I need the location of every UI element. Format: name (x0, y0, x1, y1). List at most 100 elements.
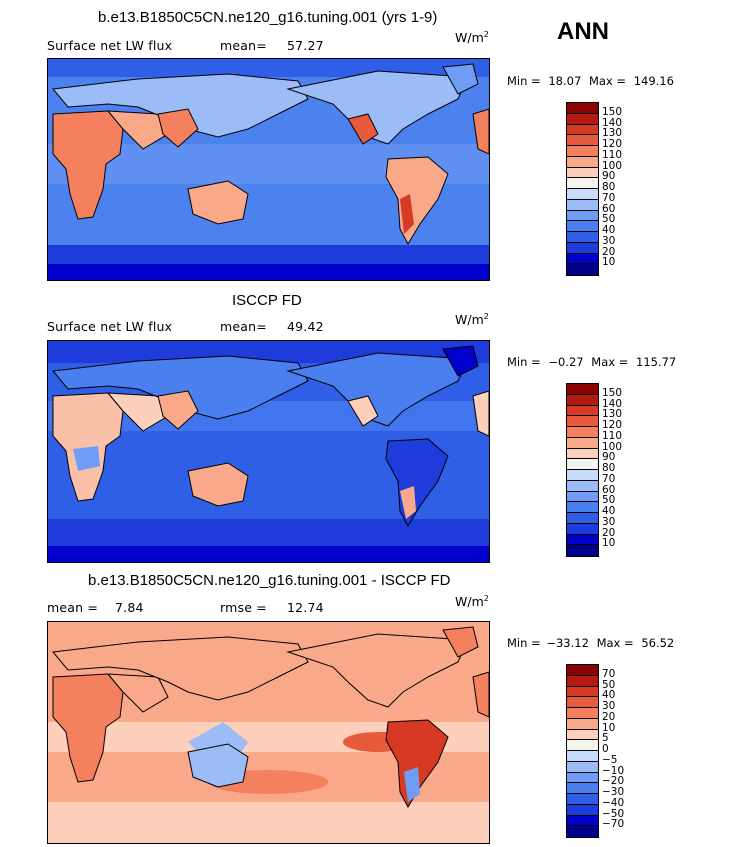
panel3-units: W/m2 (455, 594, 489, 610)
colorbar-box (567, 783, 598, 794)
colorbar-level-label: 20 (602, 710, 616, 723)
panel2-eurasia (52, 355, 309, 420)
panel1-tibet (157, 108, 199, 148)
colorbar-box (567, 437, 598, 449)
panel2-australia (187, 462, 249, 507)
colorbar-level-label: 140 (602, 116, 623, 129)
colorbar-box (567, 513, 598, 524)
colorbar-level-label: 20 (602, 245, 616, 258)
colorbar-level-label: −70 (602, 818, 625, 831)
panel3-patagonia (404, 767, 420, 802)
panel1-mean-label: mean= (220, 38, 267, 53)
colorbar-box (567, 729, 598, 741)
colorbar-box (567, 804, 598, 816)
colorbar-box (567, 772, 598, 784)
panel1-eurasia (52, 73, 309, 138)
colorbar-level-label: −50 (602, 807, 625, 820)
panel1-colorbar (566, 102, 599, 276)
colorbar-box (567, 199, 598, 211)
colorbar-box (567, 264, 598, 275)
panel3-australia (187, 743, 249, 788)
colorbar-level-label: 10 (602, 256, 616, 269)
colorbar-box (567, 545, 598, 556)
panel1-max-label: Max = (588, 74, 627, 88)
colorbar-level-label: 60 (602, 202, 616, 215)
colorbar-box (567, 794, 598, 805)
colorbar-level-label: 30 (602, 234, 616, 247)
panel3-minmax: Min = −33.12 Max = 56.52 (507, 636, 674, 650)
panel3-mean-value: 7.84 (115, 600, 144, 615)
colorbar-level-label: 150 (602, 105, 623, 118)
colorbar-box (567, 384, 598, 395)
colorbar-box (567, 523, 598, 535)
colorbar-level-label: 40 (602, 505, 616, 517)
colorbar-level-label: 80 (602, 462, 616, 474)
colorbar-level-label: 5 (602, 732, 609, 745)
colorbar-box (567, 718, 598, 730)
colorbar-level-label: 70 (602, 191, 616, 204)
panel1-antarctica (48, 264, 489, 280)
panel3-min-value: −33.12 (546, 636, 589, 650)
panel1-mean-value: 57.27 (287, 38, 324, 53)
colorbar-box (567, 405, 598, 417)
panel3-mean-label: mean = (47, 600, 99, 615)
colorbar-level-label: −20 (602, 775, 625, 788)
panel1-middle-east (106, 110, 169, 150)
panel2-antarctica (48, 546, 489, 562)
colorbar-box (567, 178, 598, 189)
panel3-rmse-value: 12.74 (287, 600, 324, 615)
colorbar-box (567, 253, 598, 265)
colorbar-box (567, 427, 598, 438)
colorbar-level-label: 120 (602, 419, 623, 431)
colorbar-level-label: 130 (602, 408, 623, 421)
season-label: ANN (557, 18, 609, 45)
colorbar-level-label: 110 (602, 429, 623, 442)
panel3-greenland (442, 626, 479, 658)
panel3-title: b.e13.B1850C5CN.ne120_g16.tuning.001 - I… (88, 572, 451, 589)
colorbar-level-label: 40 (602, 689, 616, 702)
panel3-middle-east (106, 673, 169, 713)
colorbar-box (567, 416, 598, 427)
colorbar-level-label: 60 (602, 483, 616, 496)
panel3-colorbar (566, 664, 599, 838)
colorbar-level-label: 50 (602, 494, 616, 507)
panel2-mean-value: 49.42 (287, 319, 324, 334)
panel3-max-value: 56.52 (641, 636, 675, 650)
colorbar-box (567, 491, 598, 503)
panel2-south-america (385, 438, 449, 528)
colorbar-level-label: 70 (602, 472, 616, 485)
colorbar-box (567, 675, 598, 687)
colorbar-box (567, 480, 598, 492)
panel1-andes (400, 194, 414, 234)
panel3-map-svg (48, 622, 489, 843)
colorbar-level-label: 120 (602, 138, 623, 150)
panel2-tibet (157, 390, 199, 430)
colorbar-level-label: 70 (602, 667, 616, 680)
panel2-patagonia (400, 486, 416, 519)
colorbar-level-label: 140 (602, 397, 623, 410)
panel2-variable-label: Surface net LW flux (47, 319, 173, 334)
colorbar-level-label: 90 (602, 170, 616, 183)
panel3-max-label: Max = (596, 636, 634, 650)
panel3-southern-band (48, 802, 489, 843)
panel1-us-southwest (347, 113, 379, 145)
colorbar-box (567, 221, 598, 232)
colorbar-box (567, 167, 598, 179)
panel3-map (47, 621, 490, 844)
colorbar-box (567, 502, 598, 513)
colorbar-level-label: 50 (602, 213, 616, 226)
colorbar-box (567, 189, 598, 200)
panel1-europe-edge (472, 108, 489, 155)
panel2-max-label: Max = (591, 355, 629, 369)
panel2-max-value: 115.77 (636, 355, 677, 369)
colorbar-level-label: 100 (602, 440, 623, 453)
panel2-title: ISCCP FD (232, 292, 302, 309)
colorbar-box (567, 103, 598, 114)
colorbar-box (567, 124, 598, 136)
colorbar-box (567, 665, 598, 676)
colorbar-level-label: −30 (602, 786, 625, 798)
colorbar-level-label: 130 (602, 127, 623, 140)
panel1-max-value: 149.16 (633, 74, 674, 88)
panel2-minmax: Min = −0.27 Max = 115.77 (507, 355, 676, 369)
colorbar-box (567, 210, 598, 222)
